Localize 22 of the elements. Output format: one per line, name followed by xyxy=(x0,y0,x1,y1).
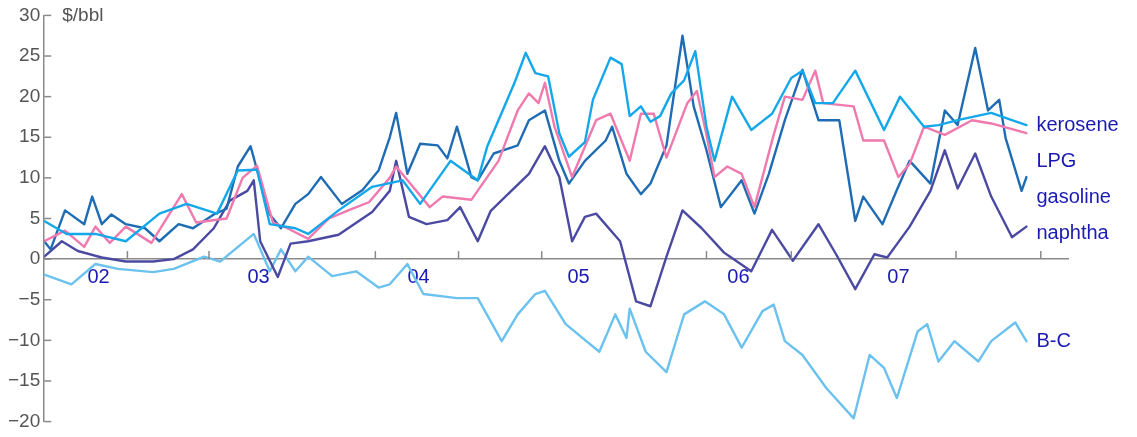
series-label: naphtha xyxy=(1036,220,1110,243)
y-tick-label: 10 xyxy=(19,166,41,188)
x-tick-label: 06 xyxy=(727,264,750,287)
series-label: gasoline xyxy=(1036,184,1111,207)
y-axis-title: $/bbl xyxy=(62,3,104,25)
y-tick-label: 30 xyxy=(19,3,41,25)
y-tick-label: −5 xyxy=(18,287,41,309)
y-tick-label: −20 xyxy=(8,409,41,431)
series-label: LPG xyxy=(1036,148,1077,171)
series-label: B-C xyxy=(1036,328,1071,351)
x-tick-label: 07 xyxy=(887,264,910,287)
x-tick-label: 03 xyxy=(247,264,270,287)
y-tick-label: 5 xyxy=(29,206,41,228)
y-tick-label: −10 xyxy=(8,328,41,350)
y-tick-label: 25 xyxy=(19,44,41,66)
y-tick-label: 20 xyxy=(19,84,41,106)
y-tick-label: −15 xyxy=(8,369,41,391)
y-tick-label: 15 xyxy=(19,125,41,147)
x-tick-label: 02 xyxy=(87,264,110,287)
y-tick-label: 0 xyxy=(29,247,41,269)
series-label: kerosene xyxy=(1036,112,1119,135)
x-tick-label: 05 xyxy=(567,264,590,287)
